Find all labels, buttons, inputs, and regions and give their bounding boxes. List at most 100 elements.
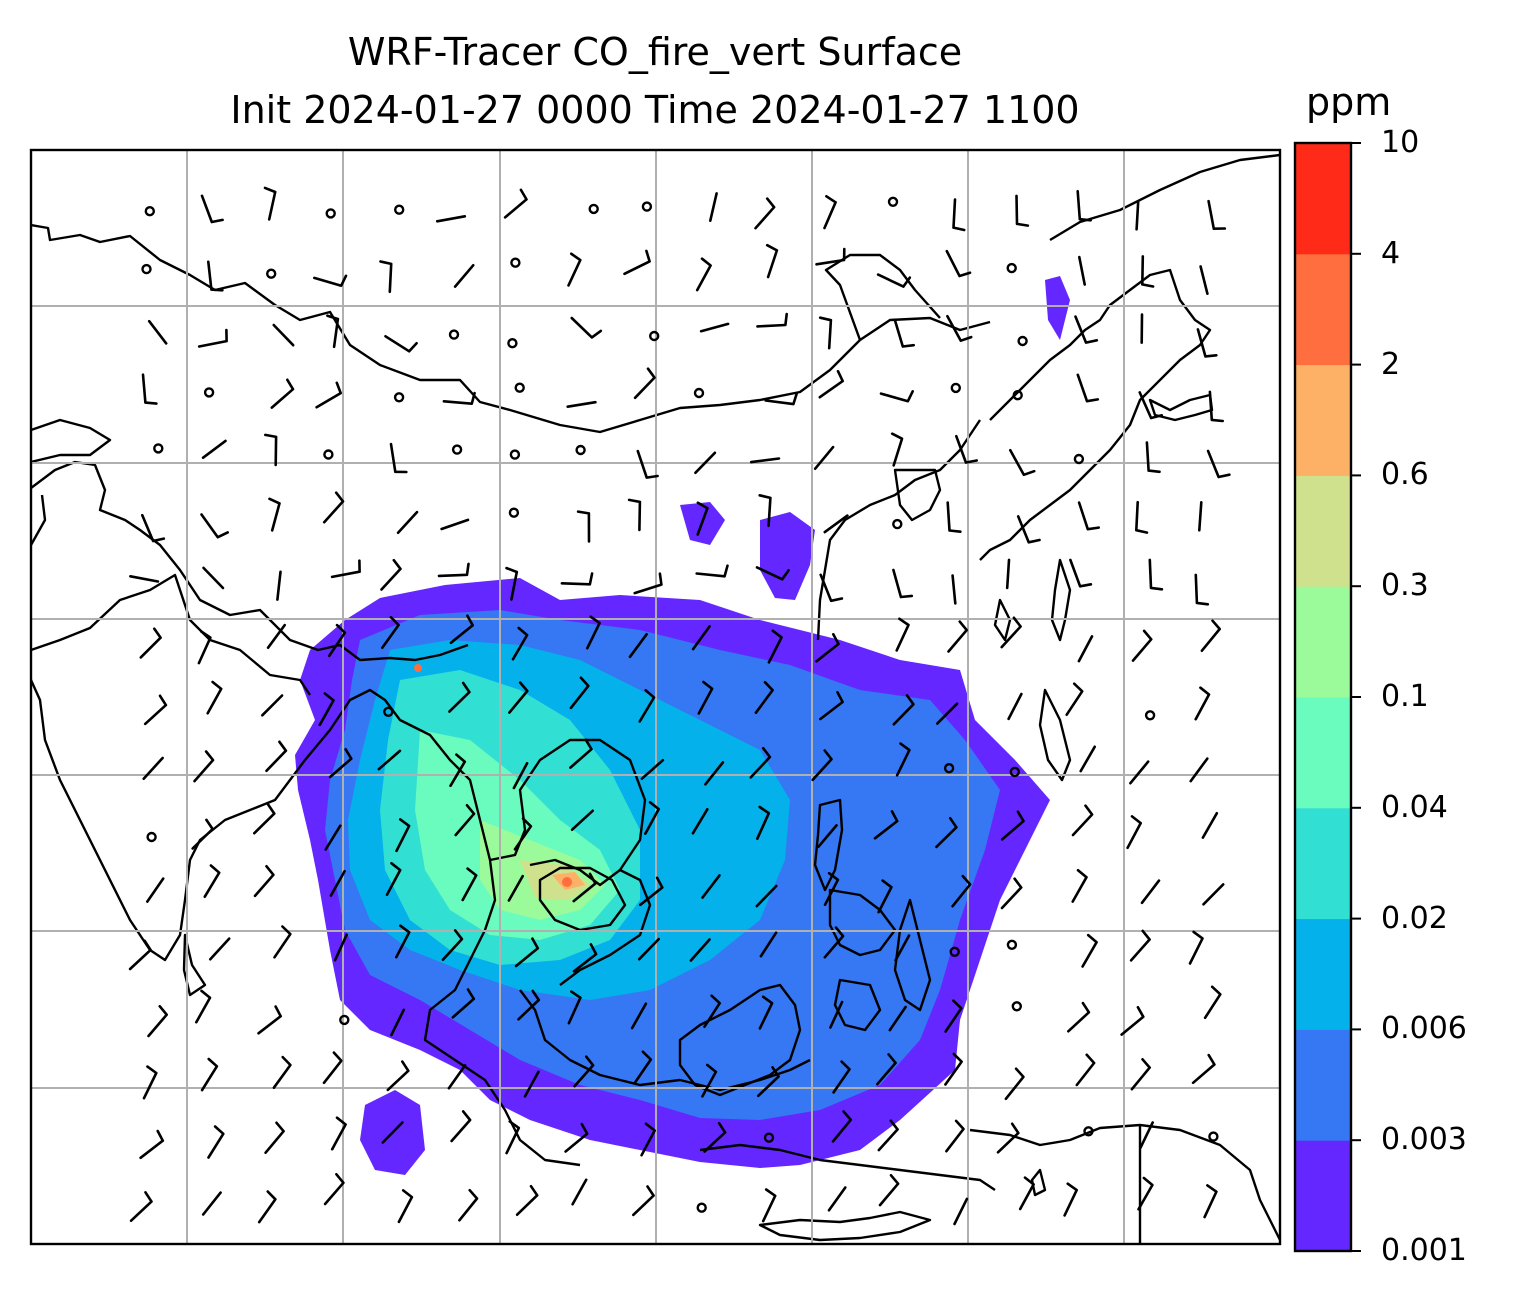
wind-barb	[142, 1065, 158, 1100]
wind-barb	[703, 1121, 727, 1153]
calm-wind-marker	[507, 338, 518, 349]
wind-barb	[261, 694, 284, 717]
wind-barb	[322, 1051, 343, 1085]
calm-wind-marker	[510, 257, 521, 268]
wind-barb	[944, 1052, 963, 1086]
wind-barb	[396, 510, 419, 535]
wind-barb	[330, 559, 361, 579]
wind-barb	[767, 629, 783, 664]
wind-barb	[1079, 745, 1096, 773]
wind-barb	[389, 442, 408, 474]
wind-barb	[1007, 692, 1023, 721]
wind-barb	[313, 274, 348, 287]
wind-barb	[567, 990, 582, 1025]
wind-barb	[704, 761, 725, 786]
wind-barb	[323, 1173, 345, 1206]
wind-barb	[1016, 515, 1041, 544]
wind-barb	[893, 318, 915, 348]
wind-barbs	[128, 186, 1231, 1226]
wind-barb	[951, 874, 972, 908]
wind-barb	[147, 319, 168, 345]
wind-barb	[442, 391, 476, 405]
wind-barb	[890, 432, 904, 467]
wind-barb	[567, 252, 582, 287]
wind-barb	[1201, 812, 1219, 839]
wind-barb	[758, 494, 772, 528]
wind-barb	[503, 188, 528, 219]
wind-barb	[696, 501, 709, 536]
wind-barb	[892, 568, 914, 599]
wind-barb	[947, 620, 968, 653]
wind-barb	[564, 1122, 589, 1153]
wind-barb	[1199, 265, 1209, 295]
wind-barb	[639, 876, 664, 907]
calm-wind-marker	[887, 196, 899, 208]
wind-barb	[637, 937, 660, 961]
wind-barb	[453, 264, 475, 288]
wind-barb	[1120, 1005, 1145, 1036]
colorbar-tick-label: 0.3	[1381, 568, 1429, 604]
colorbar-frame	[1293, 141, 1353, 1253]
calm-wind-marker	[1017, 335, 1028, 347]
wind-barb	[505, 1120, 521, 1155]
wind-barb	[517, 989, 541, 1021]
wind-barb	[829, 1000, 844, 1029]
wind-barb	[638, 689, 656, 723]
wind-barb	[381, 615, 400, 649]
wind-barb	[141, 373, 158, 405]
wind-barb	[764, 392, 798, 406]
tracer-level-0.3	[520, 860, 590, 900]
wind-barb	[449, 614, 474, 645]
wind-barb	[1078, 255, 1086, 286]
wind-barb	[1140, 879, 1161, 905]
wind-barb	[1000, 877, 1023, 910]
wind-barb	[253, 803, 276, 835]
wind-barb	[381, 1121, 404, 1144]
wind-barb	[273, 925, 292, 959]
wind-barb	[451, 988, 476, 1019]
wind-barb	[627, 498, 642, 532]
wind-barb	[437, 562, 470, 578]
calm-wind-marker	[763, 1132, 775, 1143]
colorbar-segment	[1295, 1029, 1351, 1141]
wind-barb	[1148, 558, 1164, 591]
wind-barb	[1018, 1176, 1035, 1211]
wind-barb	[330, 1116, 347, 1151]
wind-barb	[1191, 1053, 1216, 1085]
colorbar-segment	[1295, 143, 1351, 255]
map-panel	[31, 150, 1280, 1244]
wind-barb	[1141, 255, 1155, 288]
wind-barb	[1137, 1176, 1154, 1211]
wind-barb	[1203, 1184, 1218, 1219]
wind-barb	[630, 1002, 648, 1030]
wind-barb	[644, 801, 660, 835]
colorbar-segment	[1295, 253, 1351, 366]
wind-barb	[699, 322, 730, 333]
wind-barb	[1135, 500, 1149, 534]
wind-barb	[695, 257, 712, 292]
wind-barb	[1145, 441, 1161, 474]
wind-barb	[754, 680, 774, 714]
wind-barb	[197, 328, 228, 348]
wind-barb	[1189, 757, 1209, 783]
calm-wind-marker	[949, 946, 960, 957]
wind-barb	[827, 1186, 847, 1212]
calm-wind-marker	[641, 201, 653, 212]
wind-barb	[570, 316, 603, 339]
wind-barb	[815, 247, 846, 266]
colorbar-tick-label: 0.006	[1381, 1011, 1467, 1047]
wind-barb	[623, 249, 651, 276]
wind-barb	[1005, 558, 1011, 590]
wind-barb	[257, 1190, 277, 1224]
wind-barb	[200, 513, 229, 539]
wind-barb	[200, 1057, 219, 1092]
wind-barb	[628, 633, 648, 659]
wind-barb	[441, 929, 464, 961]
wind-barb	[195, 989, 212, 1024]
wind-barb	[329, 869, 346, 897]
colorbar-tick-label: 10	[1381, 125, 1420, 160]
calm-wind-marker	[1009, 766, 1020, 778]
wind-barb	[755, 884, 778, 908]
wind-barb	[1077, 501, 1100, 531]
wind-barb	[576, 510, 591, 543]
